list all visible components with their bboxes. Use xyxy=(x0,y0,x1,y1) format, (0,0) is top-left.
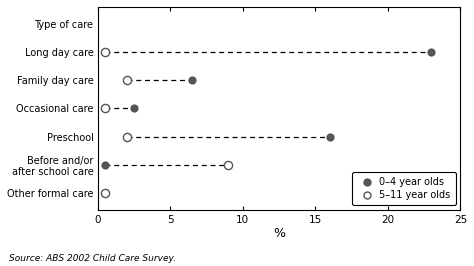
Point xyxy=(224,163,232,167)
Point xyxy=(101,50,109,54)
X-axis label: %: % xyxy=(273,227,285,240)
Point xyxy=(326,134,334,139)
Point xyxy=(188,78,196,82)
Point xyxy=(428,50,435,54)
Point xyxy=(101,106,109,110)
Point xyxy=(101,191,109,195)
Point xyxy=(101,163,109,167)
Point xyxy=(123,78,130,82)
Point xyxy=(123,134,130,139)
Text: Source: ABS 2002 Child Care Survey.: Source: ABS 2002 Child Care Survey. xyxy=(9,254,176,263)
Legend: 0–4 year olds, 5–11 year olds: 0–4 year olds, 5–11 year olds xyxy=(352,172,456,205)
Point xyxy=(101,191,109,195)
Point xyxy=(130,106,137,110)
